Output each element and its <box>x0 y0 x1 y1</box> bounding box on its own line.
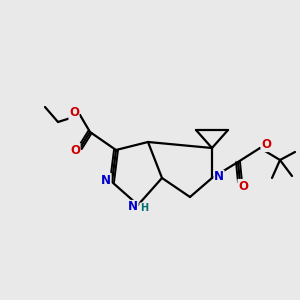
Text: O: O <box>70 143 80 157</box>
Text: N: N <box>128 200 138 214</box>
Text: O: O <box>69 106 79 119</box>
Text: N: N <box>101 173 111 187</box>
Text: O: O <box>261 139 271 152</box>
Text: N: N <box>214 170 224 184</box>
Text: O: O <box>238 179 248 193</box>
Text: H: H <box>140 203 148 213</box>
